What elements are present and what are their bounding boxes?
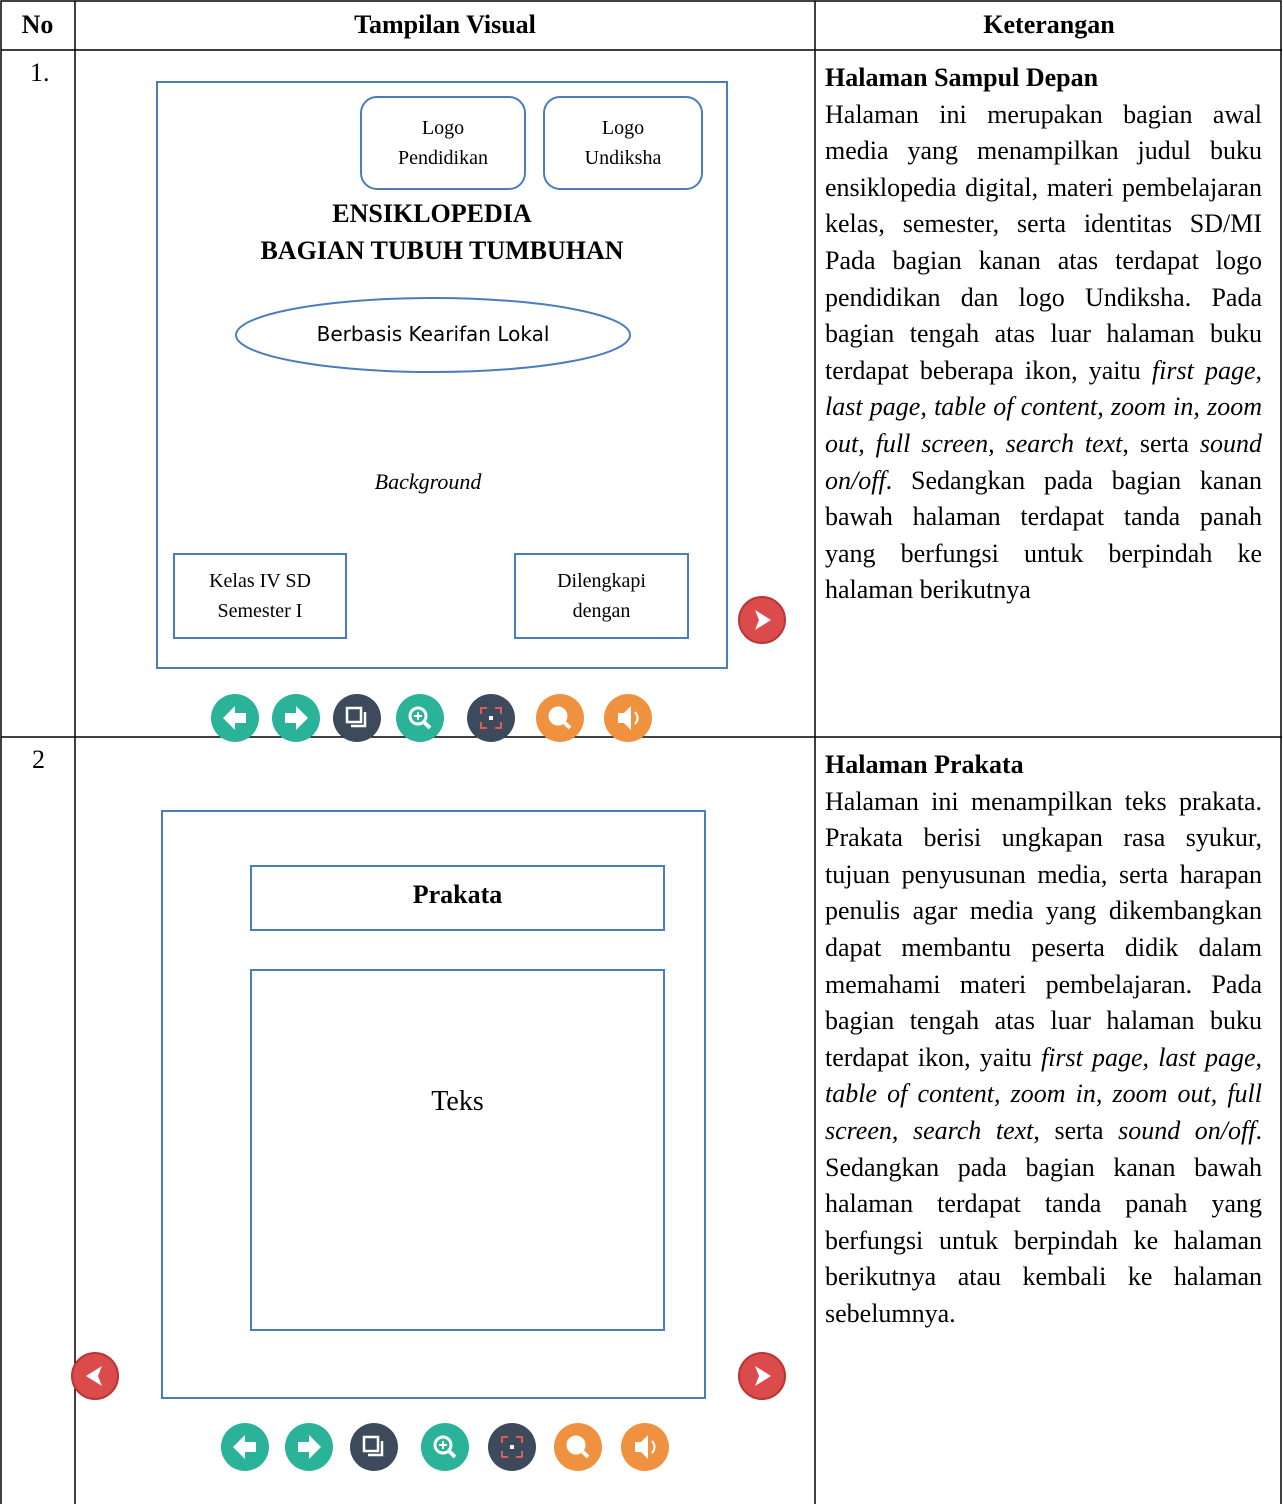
text-run: . Sedangkan pada bagian kanan bawah hala… [825, 465, 1262, 605]
shape [489, 716, 493, 720]
toolbar-icon [272, 694, 320, 742]
text-line: Kelas IV SD [209, 570, 311, 592]
header-cell: No [21, 10, 54, 39]
header-cell: Keterangan [983, 10, 1115, 39]
toolbar-icon [421, 1423, 469, 1471]
shape [86, 1366, 102, 1386]
shape [480, 707, 502, 729]
text-line: Logo [421, 117, 465, 139]
header-cell: Tampilan Visual [354, 10, 536, 39]
toolbar-icon [604, 694, 652, 742]
shape [233, 1435, 256, 1459]
cover-title: ENSIKLOPEDIA BAGIAN TUBUH TUMBUHAN [157, 195, 727, 269]
description: Halaman Prakata Halaman ini menampilkan t… [825, 747, 1262, 1333]
text-run: , serta [1122, 428, 1200, 458]
info-box: Kelas IV SD Semester I [174, 566, 346, 626]
shape [447, 1449, 457, 1459]
shape [298, 1435, 321, 1459]
toolbar-icon [488, 1423, 536, 1471]
shape [414, 712, 422, 720]
shape [223, 706, 246, 730]
text-run: sound on/off [1118, 1115, 1256, 1145]
body-placeholder: Teks [431, 1086, 484, 1117]
toolbar-icon [333, 694, 381, 742]
shape [501, 1436, 523, 1458]
shape [351, 712, 367, 728]
text-run: . Sedangkan pada bagian kanan bawah hala… [825, 1115, 1262, 1328]
description-title: Halaman Sampul Depan [825, 63, 1099, 92]
shape [510, 1445, 514, 1449]
background-label: Background [374, 469, 482, 494]
info-box: Dilengkapi dengan [515, 566, 688, 626]
text-run: , serta [1033, 1115, 1119, 1145]
text-line: Semester I [217, 600, 303, 622]
badge: Berbasis Kearifan Lokal [316, 322, 550, 346]
text-run: Halaman ini merupakan bagian awal media … [825, 99, 1262, 385]
logo-label: Logo Undiksha [544, 113, 702, 173]
shape [422, 720, 432, 730]
shape [362, 1435, 380, 1453]
shape [285, 706, 308, 730]
shape [755, 610, 771, 630]
logo-label: Logo Pendidikan [361, 113, 525, 173]
text-run: Halaman ini menampilkan teks prakata. Pr… [825, 786, 1262, 1072]
toolbar-icon [221, 1423, 269, 1471]
description-text: Halaman ini menampilkan teks prakata. Pr… [825, 784, 1262, 1333]
description-title: Halaman Prakata [825, 750, 1024, 779]
prakata-heading: Prakata [412, 880, 503, 909]
shape [755, 1366, 771, 1386]
nav-arrow [738, 1352, 786, 1400]
toolbar-icon [554, 1423, 602, 1471]
toolbar-icon [285, 1423, 333, 1471]
text-line: dengan [572, 600, 631, 622]
description-text: Halaman ini merupakan bagian awal media … [825, 97, 1262, 609]
text-line: Dilengkapi [557, 570, 646, 592]
nav-arrow [71, 1352, 119, 1400]
shape [562, 720, 572, 730]
nav-arrow [738, 596, 786, 644]
row-number: 2 [32, 745, 45, 774]
shape [635, 1435, 648, 1459]
text-run: sound on/off [825, 428, 1262, 495]
toolbar-icon [621, 1423, 669, 1471]
toolbar-icon [536, 694, 584, 742]
description: Halaman Sampul Depan Halaman ini merupaka… [825, 60, 1262, 609]
shape [333, 694, 381, 742]
text-run: first page, last page, table of content,… [825, 355, 1262, 458]
shape [634, 711, 639, 725]
toolbar-icon [396, 694, 444, 742]
shape [618, 706, 631, 730]
toolbar-icon [467, 694, 515, 742]
shape [368, 1441, 384, 1457]
text-line: Pendidikan [398, 147, 488, 169]
mockup-shapes [156, 81, 728, 1399]
shape [350, 1423, 398, 1471]
shape [651, 1440, 656, 1454]
shape [439, 1441, 447, 1449]
row-number: 1. [30, 58, 50, 87]
text-line: BAGIAN TUBUH TUMBUHAN [260, 236, 624, 265]
toolbar-icon [211, 694, 259, 742]
shape [580, 1449, 590, 1459]
text-line: Logo [601, 117, 645, 139]
text-line: ENSIKLOPEDIA [332, 199, 532, 228]
text-line: Undiksha [584, 147, 662, 169]
shape [345, 706, 363, 724]
shape [548, 706, 568, 726]
shape [566, 1435, 586, 1455]
toolbar-icon [350, 1423, 398, 1471]
text-run: first page, last page, table of content,… [825, 1042, 1262, 1145]
